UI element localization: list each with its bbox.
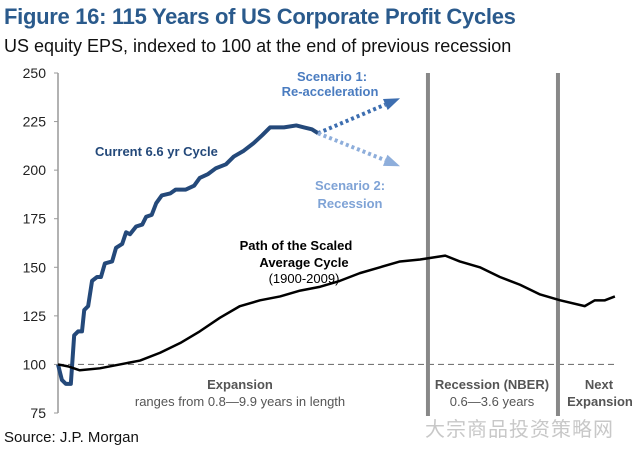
label-current-cycle: Current 6.6 yr Cycle: [95, 144, 218, 159]
label-recession-range: 0.6—3.6 years: [450, 394, 535, 409]
y-tick-label: 175: [23, 211, 47, 227]
current-cycle-line: [56, 123, 320, 386]
y-tick-label: 250: [23, 65, 47, 81]
scenario-2-dotted-line: [317, 102, 387, 136]
chart-subtitle: US equity EPS, indexed to 100 at the end…: [4, 36, 512, 56]
average-cycle-line: [57, 254, 616, 372]
y-tick-label: 150: [23, 259, 47, 275]
label-average-line1: Path of the Scaled: [240, 238, 353, 253]
label-average-line3: (1900-2009): [269, 271, 340, 286]
watermark: 大宗商品投资策略网: [425, 419, 614, 441]
label-next-line1: Next: [585, 377, 614, 392]
y-tick-label: 200: [23, 162, 47, 178]
label-expansion-range: ranges from 0.8—9.9 years in length: [135, 394, 345, 409]
chart-title: Figure 16: 115 Years of US Corporate Pro…: [4, 4, 516, 29]
label-next-line2: Expansion: [567, 394, 633, 409]
label-scenario2-line1: Scenario 2:: [315, 178, 385, 193]
label-scenario2-line2: Recession: [317, 196, 382, 211]
y-tick-label: 100: [23, 356, 47, 372]
label-expansion: Expansion: [207, 377, 273, 392]
y-tick-label: 225: [23, 114, 47, 130]
label-average-line2: Average Cycle: [259, 255, 348, 270]
y-tick-label: 75: [30, 405, 46, 421]
scenario-3-arrowhead-icon: [382, 154, 401, 167]
y-tick-label: 125: [23, 308, 47, 324]
label-scenario1-line2: Re-acceleration: [282, 84, 379, 99]
label-recession: Recession (NBER): [435, 377, 549, 392]
source-note: Source: J.P. Morgan: [4, 429, 139, 446]
label-scenario1-line1: Scenario 1:: [297, 69, 367, 84]
scenario-3-dotted-line: [317, 131, 386, 163]
scenario-2-arrowhead-icon: [382, 98, 401, 111]
